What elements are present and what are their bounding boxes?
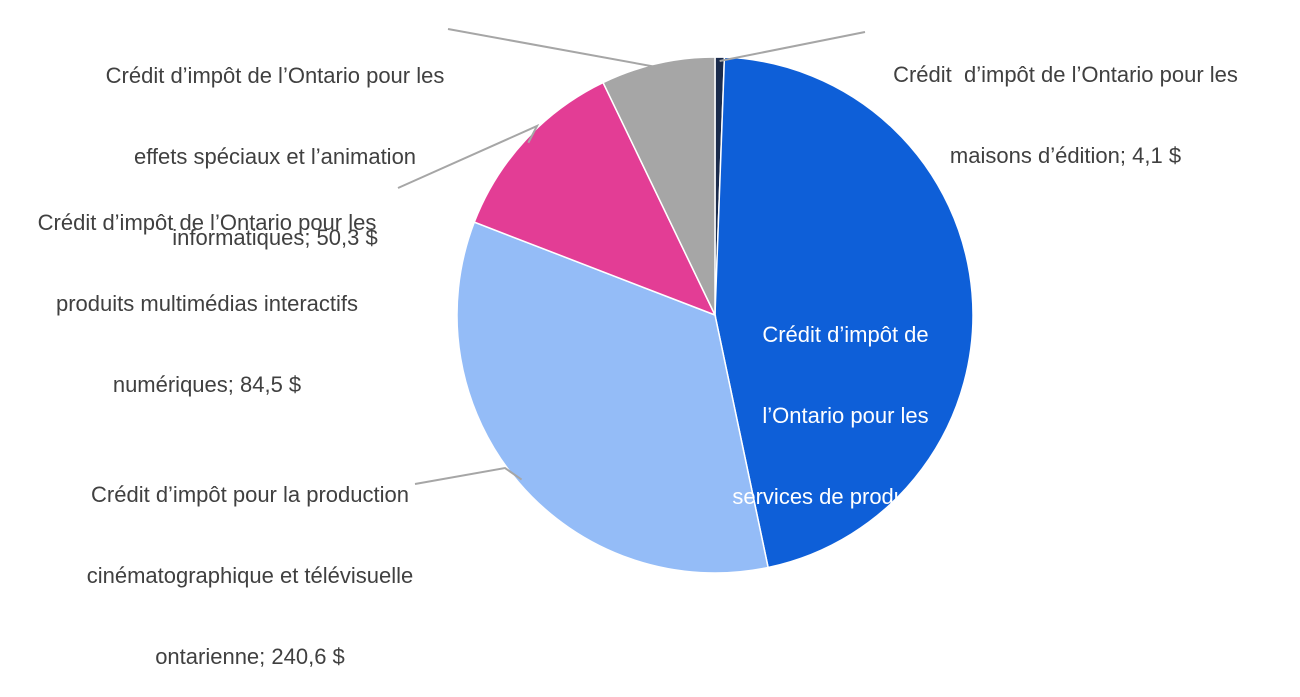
label-line: services de production; <box>732 484 959 509</box>
leader-line-production-cinematographique <box>414 466 523 485</box>
label-line: Crédit d’impôt de l’Ontario pour les <box>893 62 1238 87</box>
label-line: 324,8 $ <box>808 565 883 590</box>
label-services-production: Crédit d’impôt de l’Ontario pour les ser… <box>718 267 973 618</box>
label-production-cinematographique: Crédit d’impôt pour la production cinéma… <box>55 427 445 697</box>
label-effets-speciaux: Crédit d’impôt de l’Ontario pour les eff… <box>80 8 470 278</box>
leader-line-multimedias-interactifs <box>397 123 540 189</box>
label-line: cinématographique et télévisuelle <box>86 563 414 588</box>
slice-multimedias-interactifs <box>473 81 717 317</box>
pie-chart <box>397 28 974 574</box>
label-line: maisons d’édition; 4,1 $ <box>949 143 1182 168</box>
label-maisons-edition: Crédit d’impôt de l’Ontario pour les mai… <box>873 7 1258 196</box>
label-line: l’Ontario pour les <box>762 403 929 428</box>
label-line: Crédit d’impôt pour la production <box>91 482 409 507</box>
label-multimedias-interactifs: Crédit d’impôt de l’Ontario pour les pro… <box>12 155 402 425</box>
label-line: ontarienne; 240,6 $ <box>155 644 345 669</box>
label-line: Crédit d’impôt de <box>762 322 929 347</box>
label-line: produits multimédias interactifs <box>55 291 358 316</box>
leader-line-effets-speciaux <box>447 28 659 69</box>
label-line: informatiques; 50,3 $ <box>172 225 378 250</box>
label-line: Crédit d’impôt de l’Ontario pour les <box>105 63 445 88</box>
slice-production-cinematographique <box>456 221 770 574</box>
label-line: numériques; 84,5 $ <box>112 372 302 397</box>
slice-services-production <box>714 56 974 569</box>
label-line: effets spéciaux et l’animation <box>133 144 417 169</box>
leader-line-maisons-edition <box>719 31 866 63</box>
label-line: Crédit d’impôt de l’Ontario pour les <box>37 210 377 235</box>
slice-effets-speciaux <box>602 56 716 316</box>
